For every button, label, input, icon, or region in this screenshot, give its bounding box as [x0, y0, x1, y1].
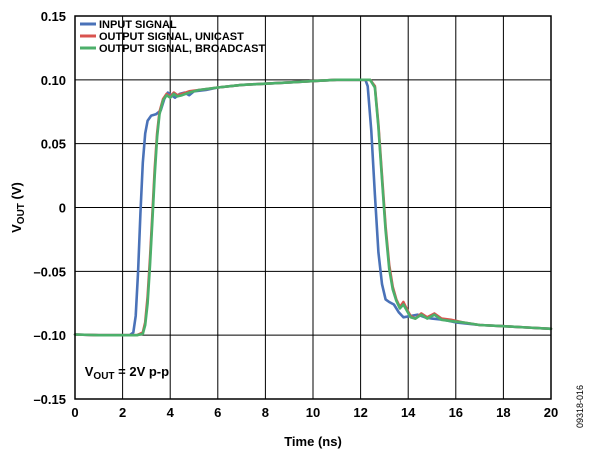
plot-frame: [74, 15, 552, 400]
x-tick-label: 12: [353, 405, 367, 420]
x-tick-labels: 0 2 4 6 8 10 12 14 16 18 20: [71, 405, 558, 420]
figure-id: 09318-016: [575, 385, 585, 428]
annotation-rest: = 2V p-p: [115, 364, 170, 379]
y-tick-label: –0.10: [33, 328, 66, 343]
x-tick-label: 16: [449, 405, 463, 420]
x-tick-label: 4: [167, 405, 175, 420]
series-lines: [73, 78, 553, 337]
legend-label: OUTPUT SIGNAL, UNICAST: [99, 31, 244, 43]
y-axis-title-sub: OUT: [16, 203, 27, 224]
legend-label: OUTPUT SIGNAL, BROADCAST: [99, 43, 266, 55]
y-tick-labels: –0.15 –0.10 –0.05 0 0.05 0.10 0.15: [33, 9, 66, 407]
series-line-3: [73, 78, 553, 337]
x-tick-label: 20: [544, 405, 558, 420]
x-tick-label: 6: [214, 405, 221, 420]
y-axis-title-unit: (V): [9, 182, 24, 203]
y-tick-label: 0.05: [41, 137, 66, 152]
x-tick-label: 10: [306, 405, 320, 420]
x-tick-label: 18: [496, 405, 510, 420]
x-tick-label: 14: [401, 405, 416, 420]
y-tick-label: 0: [59, 201, 66, 216]
legend-label: INPUT SIGNAL: [99, 19, 177, 31]
y-axis-title: VOUT (V): [9, 182, 27, 233]
y-axis-title-main: V: [9, 224, 24, 233]
x-tick-label: 0: [71, 405, 78, 420]
grid: [75, 16, 551, 399]
y-tick-label: 0.15: [41, 9, 66, 24]
annotation-main: V: [85, 364, 94, 379]
x-axis-title: Time (ns): [284, 434, 342, 449]
y-tick-label: –0.05: [33, 264, 66, 279]
vout-annotation: VOUT = 2V p-p: [85, 364, 169, 382]
x-tick-label: 8: [262, 405, 269, 420]
y-tick-label: –0.15: [33, 392, 66, 407]
annotation-sub: OUT: [93, 371, 114, 382]
x-tick-label: 2: [119, 405, 126, 420]
y-tick-label: 0.10: [41, 73, 66, 88]
